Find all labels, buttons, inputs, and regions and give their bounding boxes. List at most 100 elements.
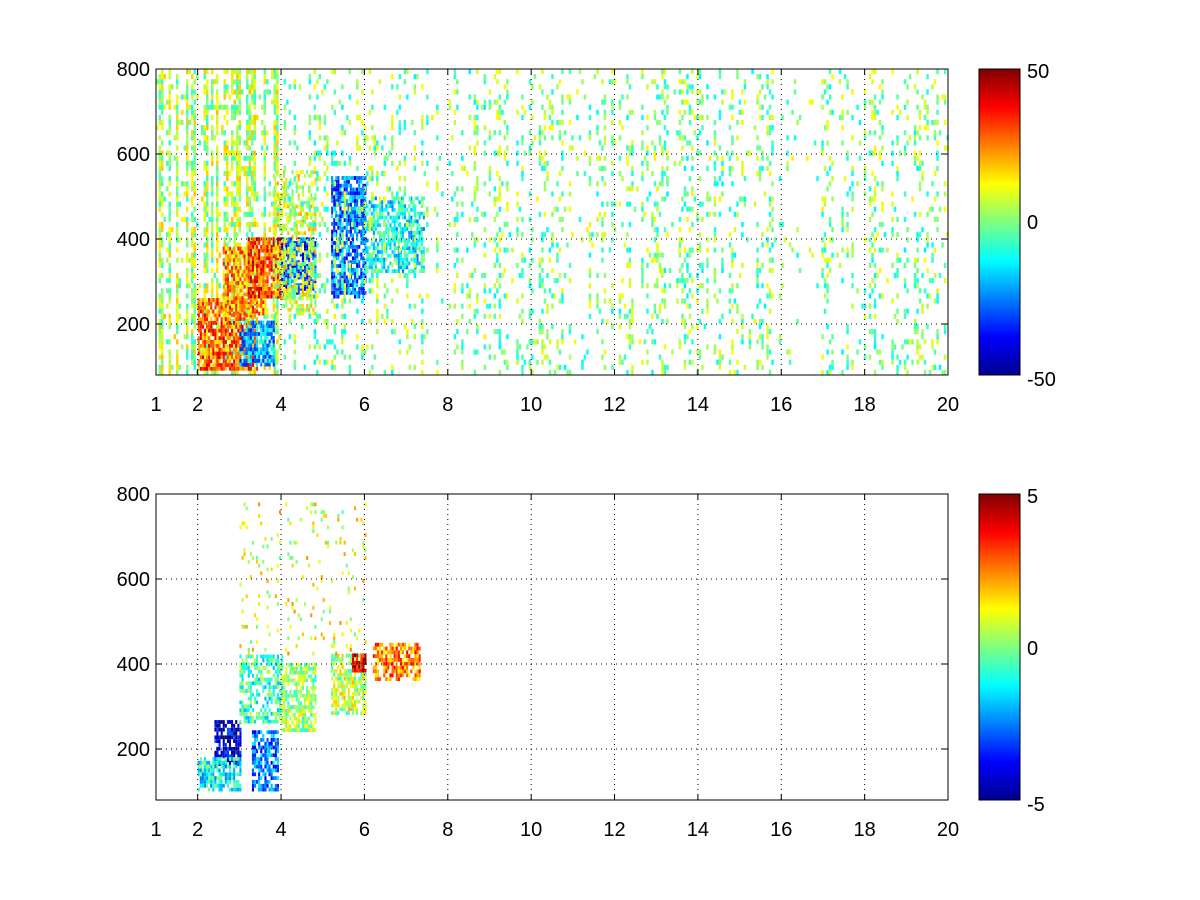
heatmap-cell (158, 135, 161, 141)
heatmap-cell (528, 339, 532, 345)
heatmap-cell (626, 262, 629, 268)
heatmap-cell (313, 273, 317, 279)
heatmap-cell (186, 349, 189, 355)
heatmap-cell (389, 246, 392, 250)
heatmap-cell (224, 246, 227, 251)
heatmap-cell (611, 324, 614, 330)
heatmap-cell (337, 264, 340, 268)
heatmap-cell (281, 304, 284, 308)
heatmap-cell (246, 181, 249, 187)
heatmap-cell (583, 354, 587, 360)
heatmap-cell (391, 318, 394, 324)
heatmap-cell (263, 211, 266, 217)
heatmap-cell (241, 246, 244, 251)
heatmap-cell (249, 264, 252, 268)
heatmap-cell (191, 145, 194, 151)
heatmap-cell (626, 160, 629, 166)
heatmap-cell (283, 288, 287, 294)
heatmap-cell (523, 150, 527, 156)
heatmap-cell (568, 120, 572, 126)
heatmap-cell (158, 181, 161, 187)
heatmap-cell (393, 200, 396, 205)
heatmap-cell (251, 320, 254, 325)
heatmap-cell (231, 155, 234, 161)
heatmap-cell (272, 219, 275, 224)
heatmap-cell (341, 242, 344, 248)
heatmap-cell (171, 84, 174, 90)
heatmap-cell (283, 196, 287, 202)
heatmap-cell (362, 187, 365, 192)
heatmap-cell (361, 278, 364, 284)
heatmap-cell (295, 181, 298, 186)
heatmap-cell (387, 219, 390, 224)
heatmap-cell (186, 79, 189, 85)
heatmap-cell (247, 267, 250, 272)
heatmap-cell (270, 287, 273, 291)
heatmap-cell (239, 258, 242, 262)
heatmap-cell (561, 216, 564, 222)
heatmap-cell (264, 332, 267, 336)
heatmap-cell (253, 74, 256, 80)
heatmap-cell (289, 269, 292, 274)
heatmap-cell (260, 248, 263, 253)
heatmap-cell (236, 191, 239, 197)
heatmap-cell (301, 307, 304, 312)
heatmap-cell (248, 125, 251, 131)
heatmap-cell (406, 265, 409, 270)
heatmap-cell (218, 340, 221, 344)
heatmap-cell (295, 231, 298, 236)
heatmap-cell (306, 204, 309, 209)
heatmap-cell (263, 359, 266, 365)
heatmap-cell (343, 293, 347, 299)
heatmap-cell (422, 196, 425, 201)
heatmap-cell (231, 334, 234, 340)
heatmap-cell (216, 298, 219, 302)
heatmap-cell (168, 201, 171, 207)
heatmap-cell (563, 130, 567, 136)
heatmap-cell (323, 120, 327, 126)
heatmap-cell (558, 120, 562, 126)
heatmap-cell (283, 293, 287, 299)
heatmap-cell (641, 130, 644, 136)
heatmap-cell (233, 281, 236, 285)
heatmap-cell (348, 278, 352, 284)
heatmap-cell (283, 247, 287, 253)
heatmap-cell (161, 354, 164, 360)
heatmap-cell (186, 99, 189, 105)
heatmap-cell (260, 260, 263, 265)
heatmap-cell (398, 186, 402, 192)
heatmap-cell (339, 271, 342, 276)
heatmap-cell (206, 211, 209, 217)
heatmap-cell (299, 264, 302, 268)
heatmap-cell (488, 237, 492, 243)
heatmap-cell (226, 336, 229, 341)
heatmap-cell (248, 104, 251, 110)
heatmap-cell (253, 288, 256, 294)
heatmap-cell (258, 324, 261, 330)
heatmap-cell (206, 227, 209, 233)
heatmap-cell (249, 307, 252, 312)
heatmap-cell (191, 196, 194, 202)
heatmap-cell (186, 252, 189, 258)
heatmap-cell (308, 120, 312, 126)
heatmap-cell (271, 99, 274, 105)
heatmap-cell (263, 313, 266, 319)
heatmap-cell (201, 336, 204, 341)
heatmap-cell (376, 329, 379, 335)
heatmap-cell (588, 273, 592, 279)
heatmap-cell (337, 294, 340, 299)
heatmap-cell (331, 252, 334, 257)
heatmap-cell (166, 130, 169, 136)
heatmap-cell (191, 227, 194, 233)
heatmap-cell (387, 265, 390, 270)
heatmap-cell (247, 287, 250, 291)
heatmap-cell (214, 355, 217, 360)
heatmap-cell (436, 262, 439, 268)
heatmap-cell (161, 364, 164, 370)
heatmap-cell (345, 176, 348, 180)
heatmap-cell (241, 366, 244, 371)
heatmap-cell (331, 155, 334, 161)
heatmap-cell (291, 189, 294, 194)
heatmap-cell (181, 120, 184, 126)
heatmap-cell (212, 313, 215, 318)
